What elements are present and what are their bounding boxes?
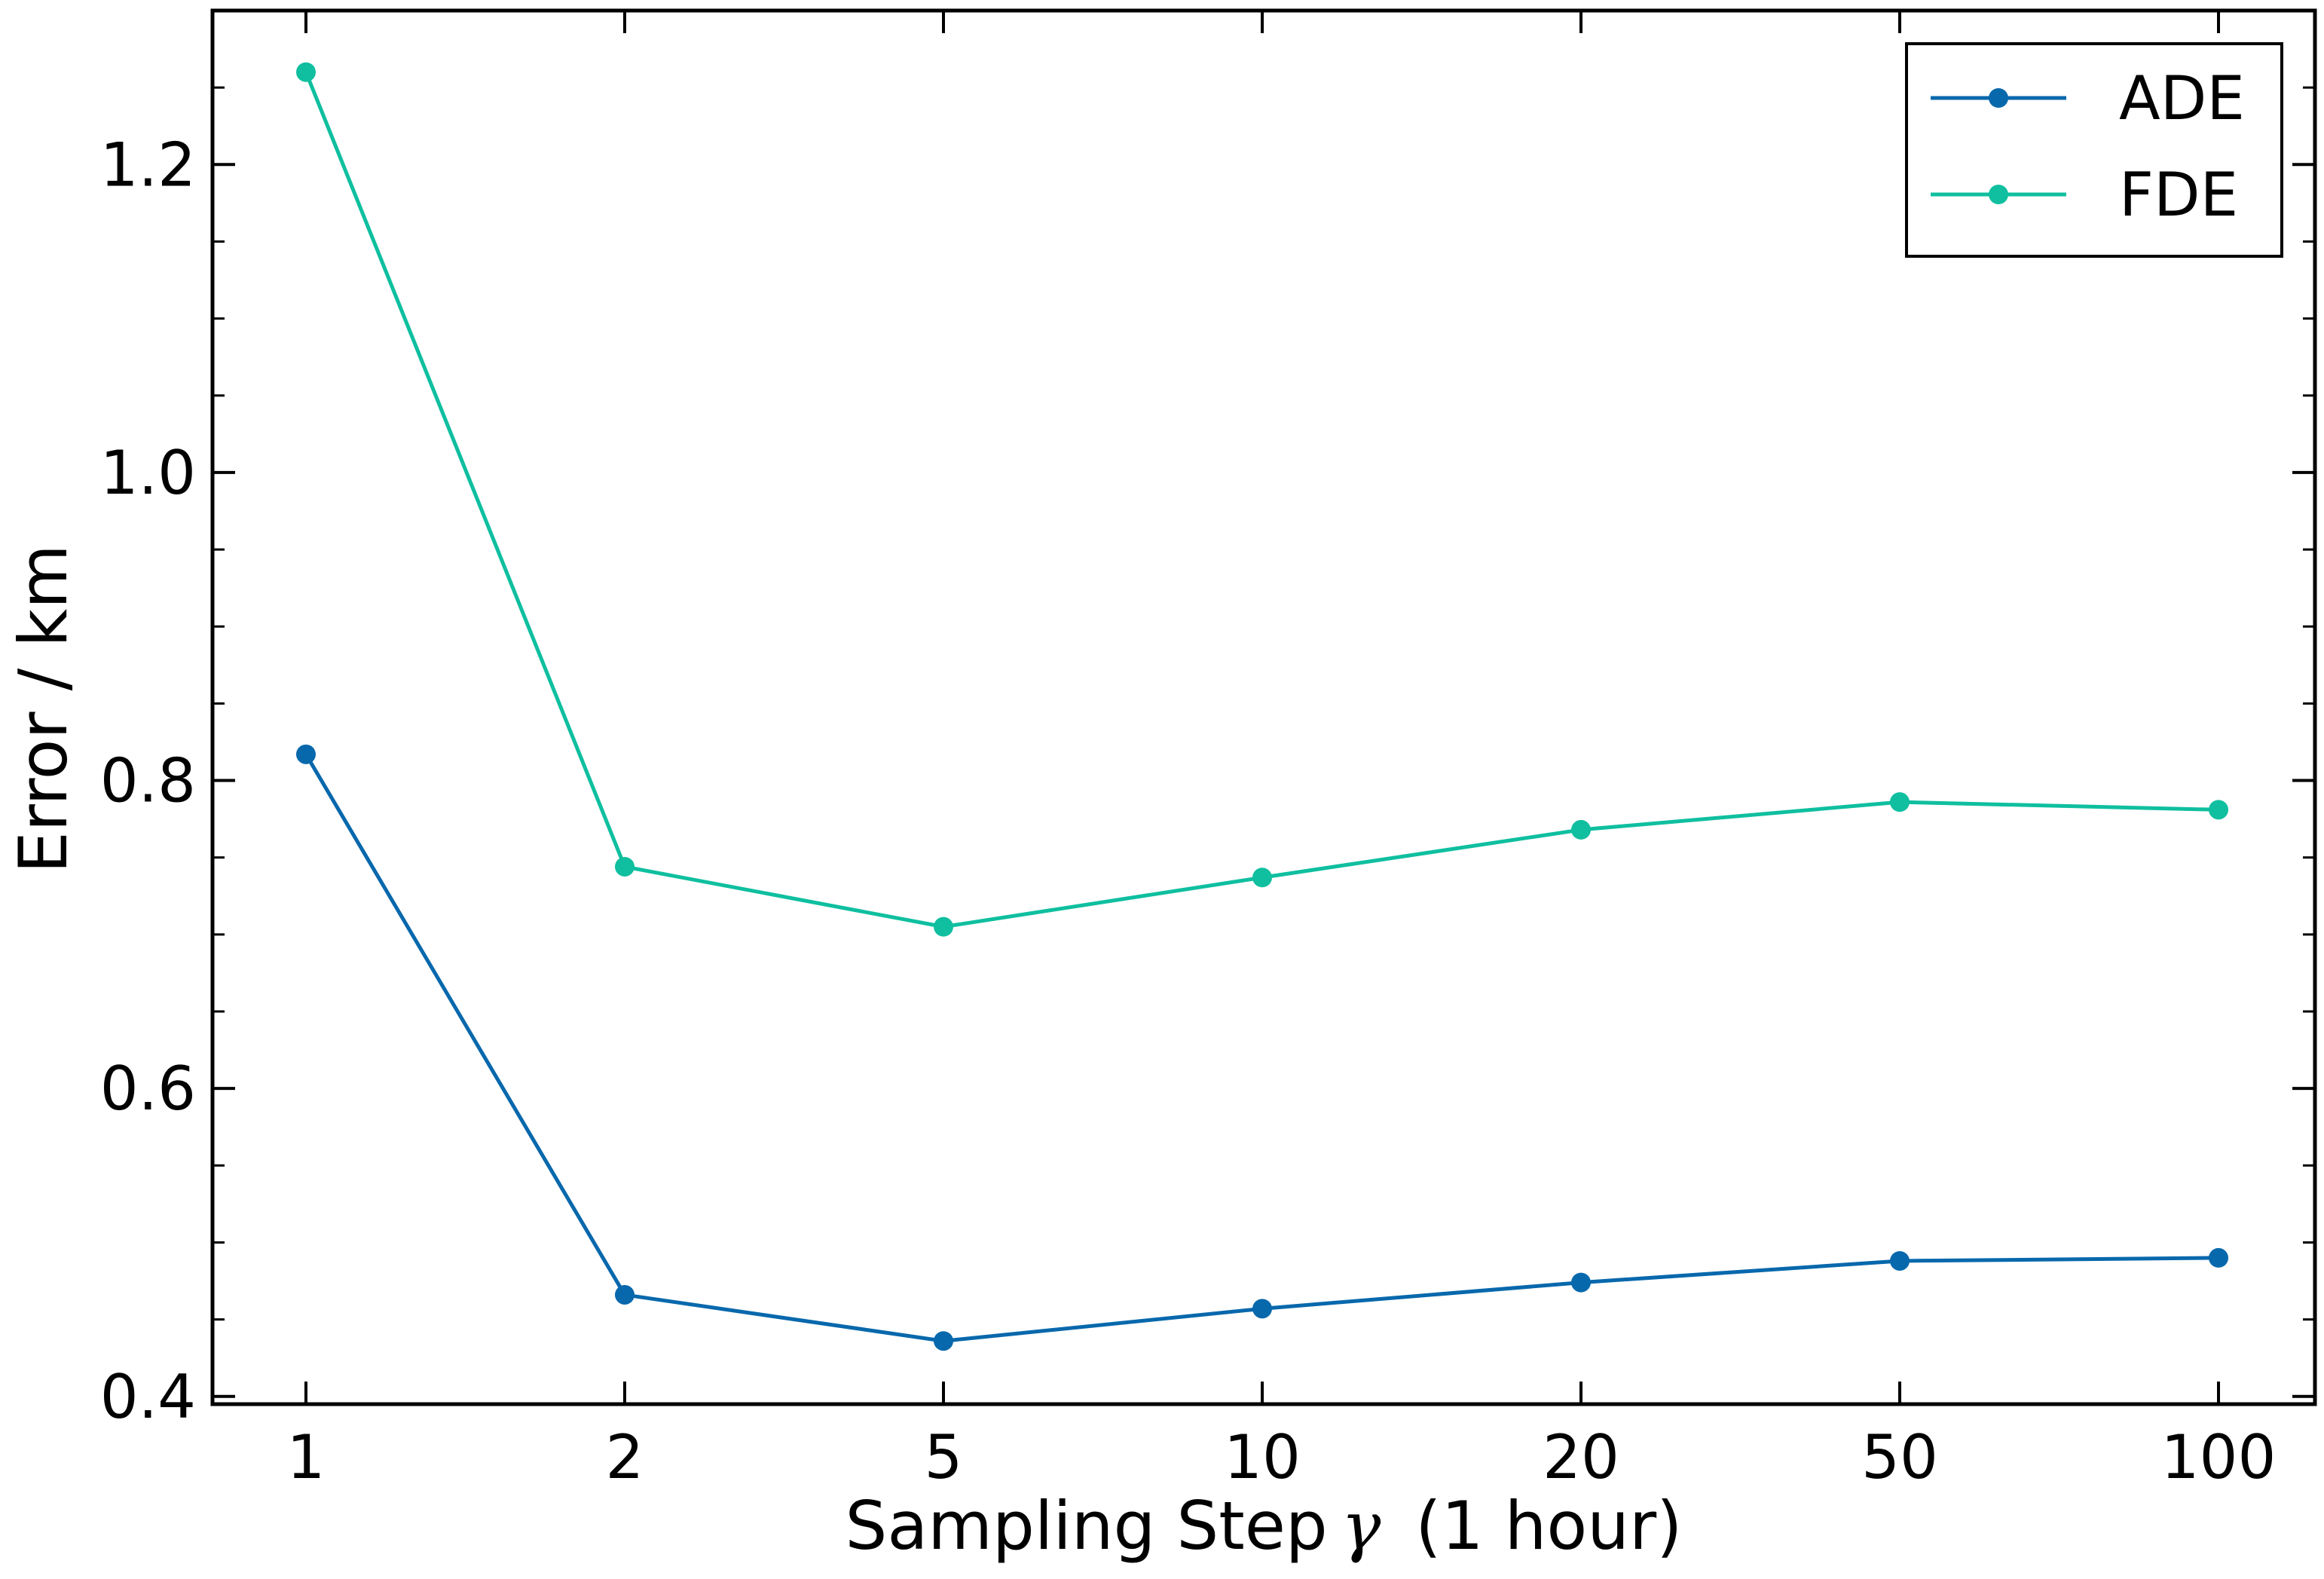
series-line-ade <box>304 753 2219 1343</box>
y-tick-label: 0.8 <box>100 746 196 816</box>
legend: ADE FDE <box>1905 42 2283 258</box>
data-point-fde <box>934 916 953 937</box>
legend-label-fde: FDE <box>2119 160 2238 230</box>
data-point-ade <box>1571 1272 1591 1293</box>
x-tick-label: 5 <box>925 1422 963 1492</box>
x-tick-label: 10 <box>1224 1422 1301 1492</box>
plot-area-frame <box>210 8 2317 1406</box>
y-tick-labels: 0.4 0.6 0.8 1.0 1.2 <box>100 130 196 1431</box>
legend-box <box>1905 42 2283 258</box>
data-point-ade <box>2209 1247 2228 1268</box>
y-tick-label: 0.6 <box>100 1054 196 1124</box>
x-tick-label: 20 <box>1543 1422 1619 1492</box>
y-axis-label: Error / km <box>5 544 82 874</box>
x-tick-label: 1 <box>287 1422 326 1492</box>
legend-marker-fde <box>1989 185 2008 204</box>
data-point-ade <box>615 1284 635 1305</box>
data-point-ade <box>1252 1299 1272 1319</box>
data-point-fde <box>615 856 635 877</box>
x-tick-labels: 1 2 5 10 20 50 100 <box>287 1422 2277 1492</box>
y-tick-label: 1.2 <box>100 130 196 200</box>
x-tick-label: 2 <box>606 1422 644 1492</box>
legend-marker-ade <box>1989 88 2008 108</box>
data-point-ade <box>934 1331 953 1351</box>
x-tick-label: 50 <box>1861 1422 1938 1492</box>
data-point-fde <box>1890 792 1910 812</box>
data-point-ade <box>1890 1250 1910 1271</box>
data-point-fde <box>2209 800 2228 820</box>
data-point-ade <box>296 744 316 764</box>
x-axis-label-unit: (1 hour) <box>1394 1487 1682 1565</box>
x-axis-label: Sampling Step γ (1 hour) <box>846 1487 1683 1565</box>
y-tick-label: 0.4 <box>100 1362 196 1432</box>
legend-label-ade: ADE <box>2119 63 2245 133</box>
y-tick-label: 1.0 <box>100 438 196 508</box>
data-point-fde <box>296 62 316 82</box>
x-axis-label-symbol: γ <box>1341 1487 1381 1565</box>
legend-items: ADE FDE <box>1931 63 2245 230</box>
x-axis-label-text: Sampling Step <box>846 1487 1328 1565</box>
series-layer <box>296 62 2228 1351</box>
data-point-fde <box>1252 868 1272 888</box>
data-point-fde <box>1571 819 1591 840</box>
x-tick-label: 100 <box>2161 1422 2277 1492</box>
